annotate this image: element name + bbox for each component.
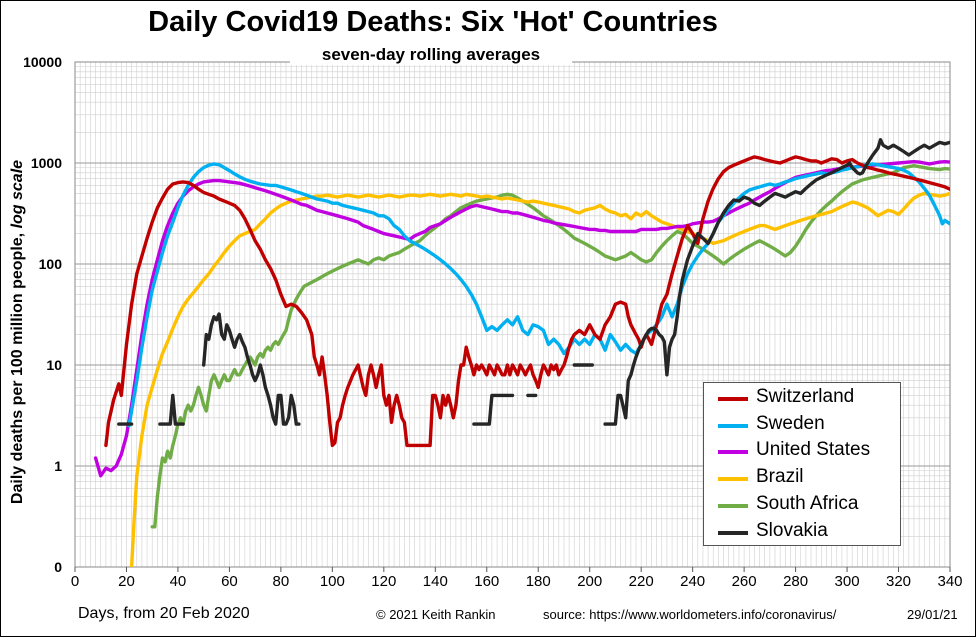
- x-tick-label: 20: [118, 573, 135, 590]
- date-text: 29/01/21: [907, 607, 958, 622]
- series-lines: [93, 138, 950, 567]
- series-line-switzerland: [104, 155, 950, 448]
- legend-item: Slovakia: [704, 519, 900, 546]
- legend-item: Sweden: [704, 412, 900, 439]
- legend-swatch: [718, 477, 748, 482]
- grid-lines: [75, 61, 950, 568]
- series-line-slovakia: [202, 312, 301, 426]
- series-line-brazil: [129, 191, 950, 567]
- series-line-south-africa: [150, 164, 950, 529]
- legend-label: Switzerland: [756, 386, 855, 407]
- legend-swatch: [718, 530, 748, 535]
- x-tick-label: 140: [423, 573, 448, 590]
- y-tick-label: 1: [54, 458, 62, 474]
- x-tick-label: 200: [577, 573, 602, 590]
- x-tick-label: 340: [937, 573, 962, 590]
- legend-item: South Africa: [704, 492, 900, 519]
- x-tick-label: 40: [170, 573, 187, 590]
- x-tick-label: 160: [474, 573, 499, 590]
- x-tick-label: 80: [273, 573, 290, 590]
- series-line-slovakia: [472, 393, 515, 426]
- legend-label: Sweden: [756, 412, 825, 434]
- x-tick-label: 60: [221, 573, 238, 590]
- y-tick-label: 100: [39, 256, 63, 272]
- x-tick-label: 120: [371, 573, 396, 590]
- legend-item: United States: [704, 438, 900, 465]
- y-axis-label-text: Daily deaths per 100 million people,: [9, 232, 26, 505]
- legend-label: United States: [756, 439, 871, 461]
- series-line-slovakia: [158, 393, 185, 426]
- source-text: source: https://www.worldometers.info/co…: [543, 607, 837, 622]
- x-tick-label: 180: [526, 573, 551, 590]
- axes: 0 1 10 100 1000 10000 0 20 40 60 80 100 120 140 160 180…: [23, 54, 962, 590]
- x-axis-label: Days, from 20 Feb 2020: [78, 605, 250, 622]
- chart-title: Daily Covid19 Deaths: Six 'Hot' Countrie…: [148, 6, 718, 38]
- series-line-slovakia: [603, 138, 950, 426]
- legend-swatch: [718, 423, 748, 428]
- legend-swatch: [718, 450, 748, 455]
- legend: Switzerland Sweden United States Brazil Sout…: [703, 382, 901, 546]
- chart-subtitle: seven-day rolling averages: [290, 45, 572, 65]
- legend-label: Brazil: [756, 466, 804, 488]
- x-tick-label: 240: [680, 573, 705, 590]
- legend-swatch: [718, 397, 748, 401]
- x-tick-label: 320: [886, 573, 911, 590]
- series-line-sweden: [127, 162, 950, 428]
- x-tick-label: 300: [835, 573, 860, 590]
- y-axis-label: Daily deaths per 100 million people, log…: [9, 52, 27, 612]
- x-tick-label: 100: [320, 573, 345, 590]
- credit-text: © 2021 Keith Rankin: [376, 607, 496, 622]
- x-tick-label: 220: [629, 573, 654, 590]
- y-tick-label: 10: [46, 357, 62, 373]
- y-tick-label: 0: [54, 559, 62, 575]
- x-tick-label: 280: [783, 573, 808, 590]
- legend-swatch: [718, 503, 748, 508]
- y-axis-scale-note: log scale: [9, 159, 26, 229]
- x-tick-label: 0: [71, 573, 79, 590]
- legend-label: South Africa: [756, 492, 859, 514]
- y-tick-label: 10000: [23, 54, 62, 70]
- y-tick-label: 1000: [31, 155, 62, 171]
- legend-item: Brazil: [704, 465, 900, 492]
- legend-label: Slovakia: [756, 519, 828, 541]
- legend-item: Switzerland: [704, 385, 900, 412]
- x-tick-label: 260: [732, 573, 757, 590]
